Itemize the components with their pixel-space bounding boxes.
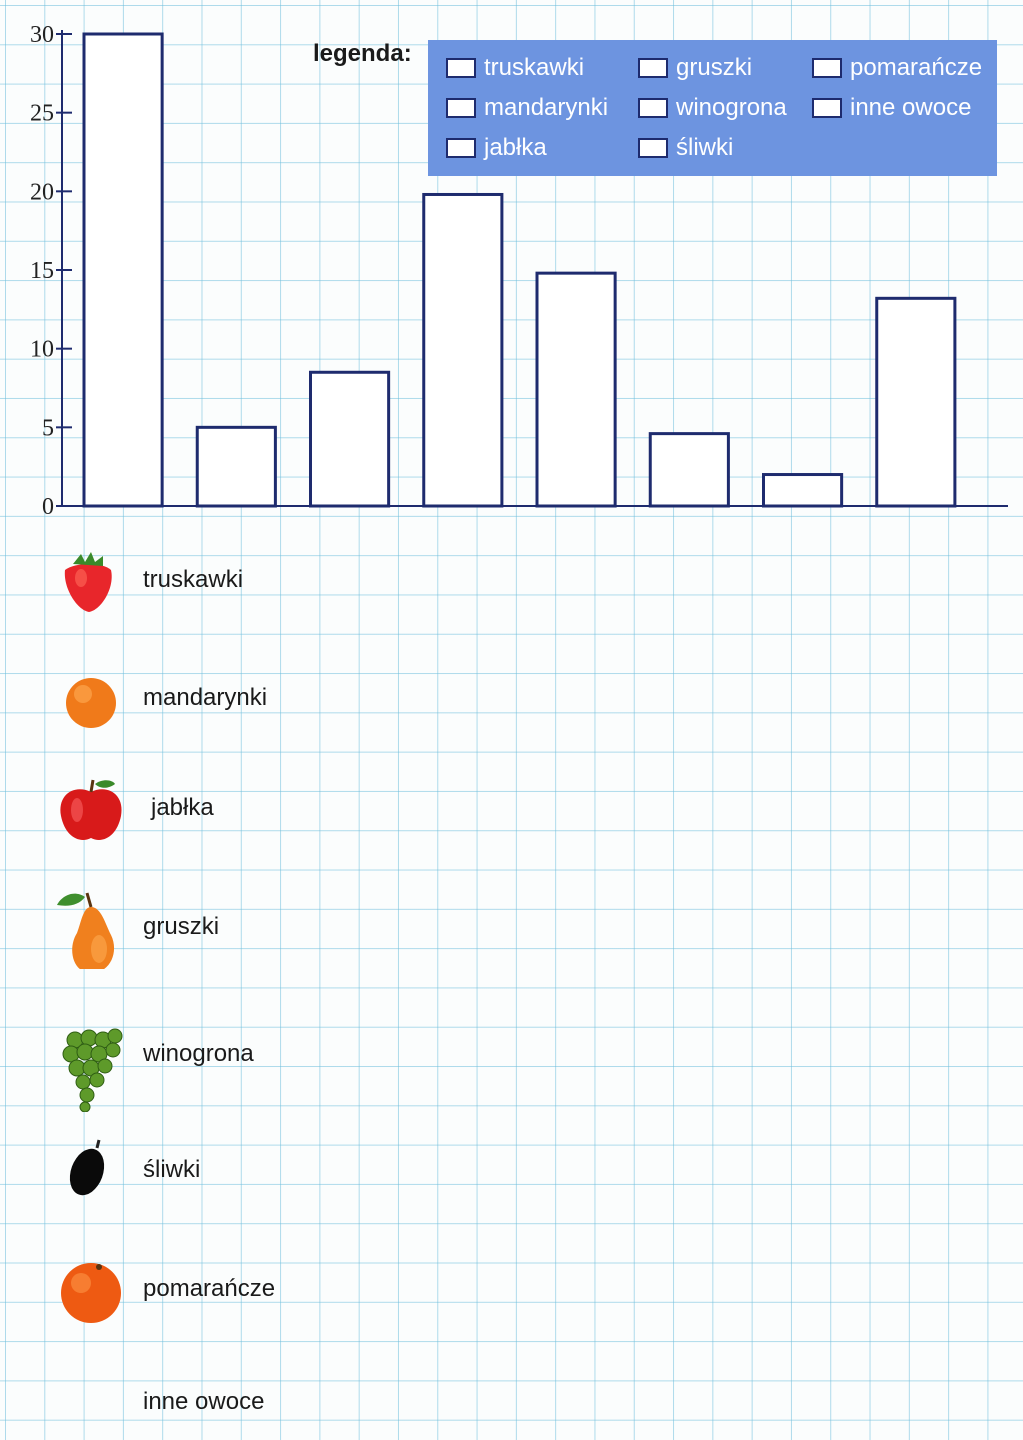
legend-swatch [638,138,668,158]
bar-6 [648,432,730,508]
fruit-label: winogrona [143,1040,254,1067]
legend-item-sliwki: śliwki [638,134,733,162]
fruit-row-jablka: jabłka [55,776,385,846]
fruit-row-truskawki: truskawki [55,548,385,618]
legend-label: śliwki [676,134,734,161]
legend-swatch [812,58,842,78]
bar-1 [82,32,164,508]
fruit-label: gruszki [143,913,220,940]
orange-icon [61,1263,121,1323]
bar-3 [309,370,391,508]
legend-swatch [638,58,668,78]
legend-item-mandarynki: mandarynki [446,94,608,122]
legend-item-winogrona: winogrona [638,94,787,122]
fruit-row-pomarancze: pomarańcze [55,1257,385,1327]
fruit-label: jabłka [151,794,214,821]
y-axis-ticks: 0 5 10 15 20 25 30 [30,22,72,520]
bar-4 [422,192,504,508]
pear-icon [57,892,115,969]
legend-label: winogrona [676,94,787,121]
legend-swatch [446,138,476,158]
legend-label: inne owoce [850,94,972,121]
legend-label: mandarynki [484,94,609,121]
fruit-label: śliwki [143,1156,201,1183]
legend-item-pomarancze: pomarańcze [812,54,982,82]
legend-item-inne-owoce: inne owoce [812,94,971,122]
legend-label: jabłka [484,134,547,161]
fruit-label: mandarynki [143,684,268,711]
legend-swatch [638,98,668,118]
y-tick-label: 25 [30,101,54,127]
fruit-label: truskawki [143,566,244,593]
bar-chart: 0 5 10 15 20 25 30 [30,22,1008,520]
bar-8 [875,296,957,508]
fruit-label: pomarańcze [143,1275,276,1302]
plum-icon [69,1139,105,1196]
fruit-row-inne-owoce: inne owoce [55,1370,385,1440]
legend-swatch [812,98,842,118]
fruit-row-winogrona: winogrona [55,1022,385,1112]
bar-2 [195,425,277,508]
grapes-icon [62,1028,123,1112]
fruit-label: inne owoce [143,1388,265,1415]
y-tick-label: 10 [30,337,54,363]
legend-swatch [446,58,476,78]
legend-item-gruszki: gruszki [638,54,752,82]
y-tick-label: 30 [30,22,54,48]
bar-5 [535,271,617,508]
y-tick-label: 5 [42,415,54,441]
tangerine-icon [66,678,116,728]
y-tick-label: 0 [42,494,54,520]
bar-7 [762,473,844,508]
bars [82,32,957,508]
fruit-row-mandarynki: mandarynki [55,666,385,736]
apple-icon [60,779,122,840]
strawberry-icon [64,552,112,612]
legend-swatch [446,98,476,118]
legend-item-truskawki: truskawki [446,54,584,82]
legend-item-jablka: jabłka [446,134,547,162]
y-tick-label: 15 [30,258,54,284]
legend: truskawki mandarynki jabłka gruszki wino… [428,40,997,176]
fruit-row-gruszki: gruszki [55,892,385,969]
legend-label: pomarańcze [850,54,983,81]
legend-label: truskawki [484,54,585,81]
legend-label: gruszki [676,54,753,81]
fruit-row-sliwki: śliwki [55,1138,385,1208]
y-tick-label: 20 [30,179,54,205]
legend-title: legenda: [313,40,412,67]
